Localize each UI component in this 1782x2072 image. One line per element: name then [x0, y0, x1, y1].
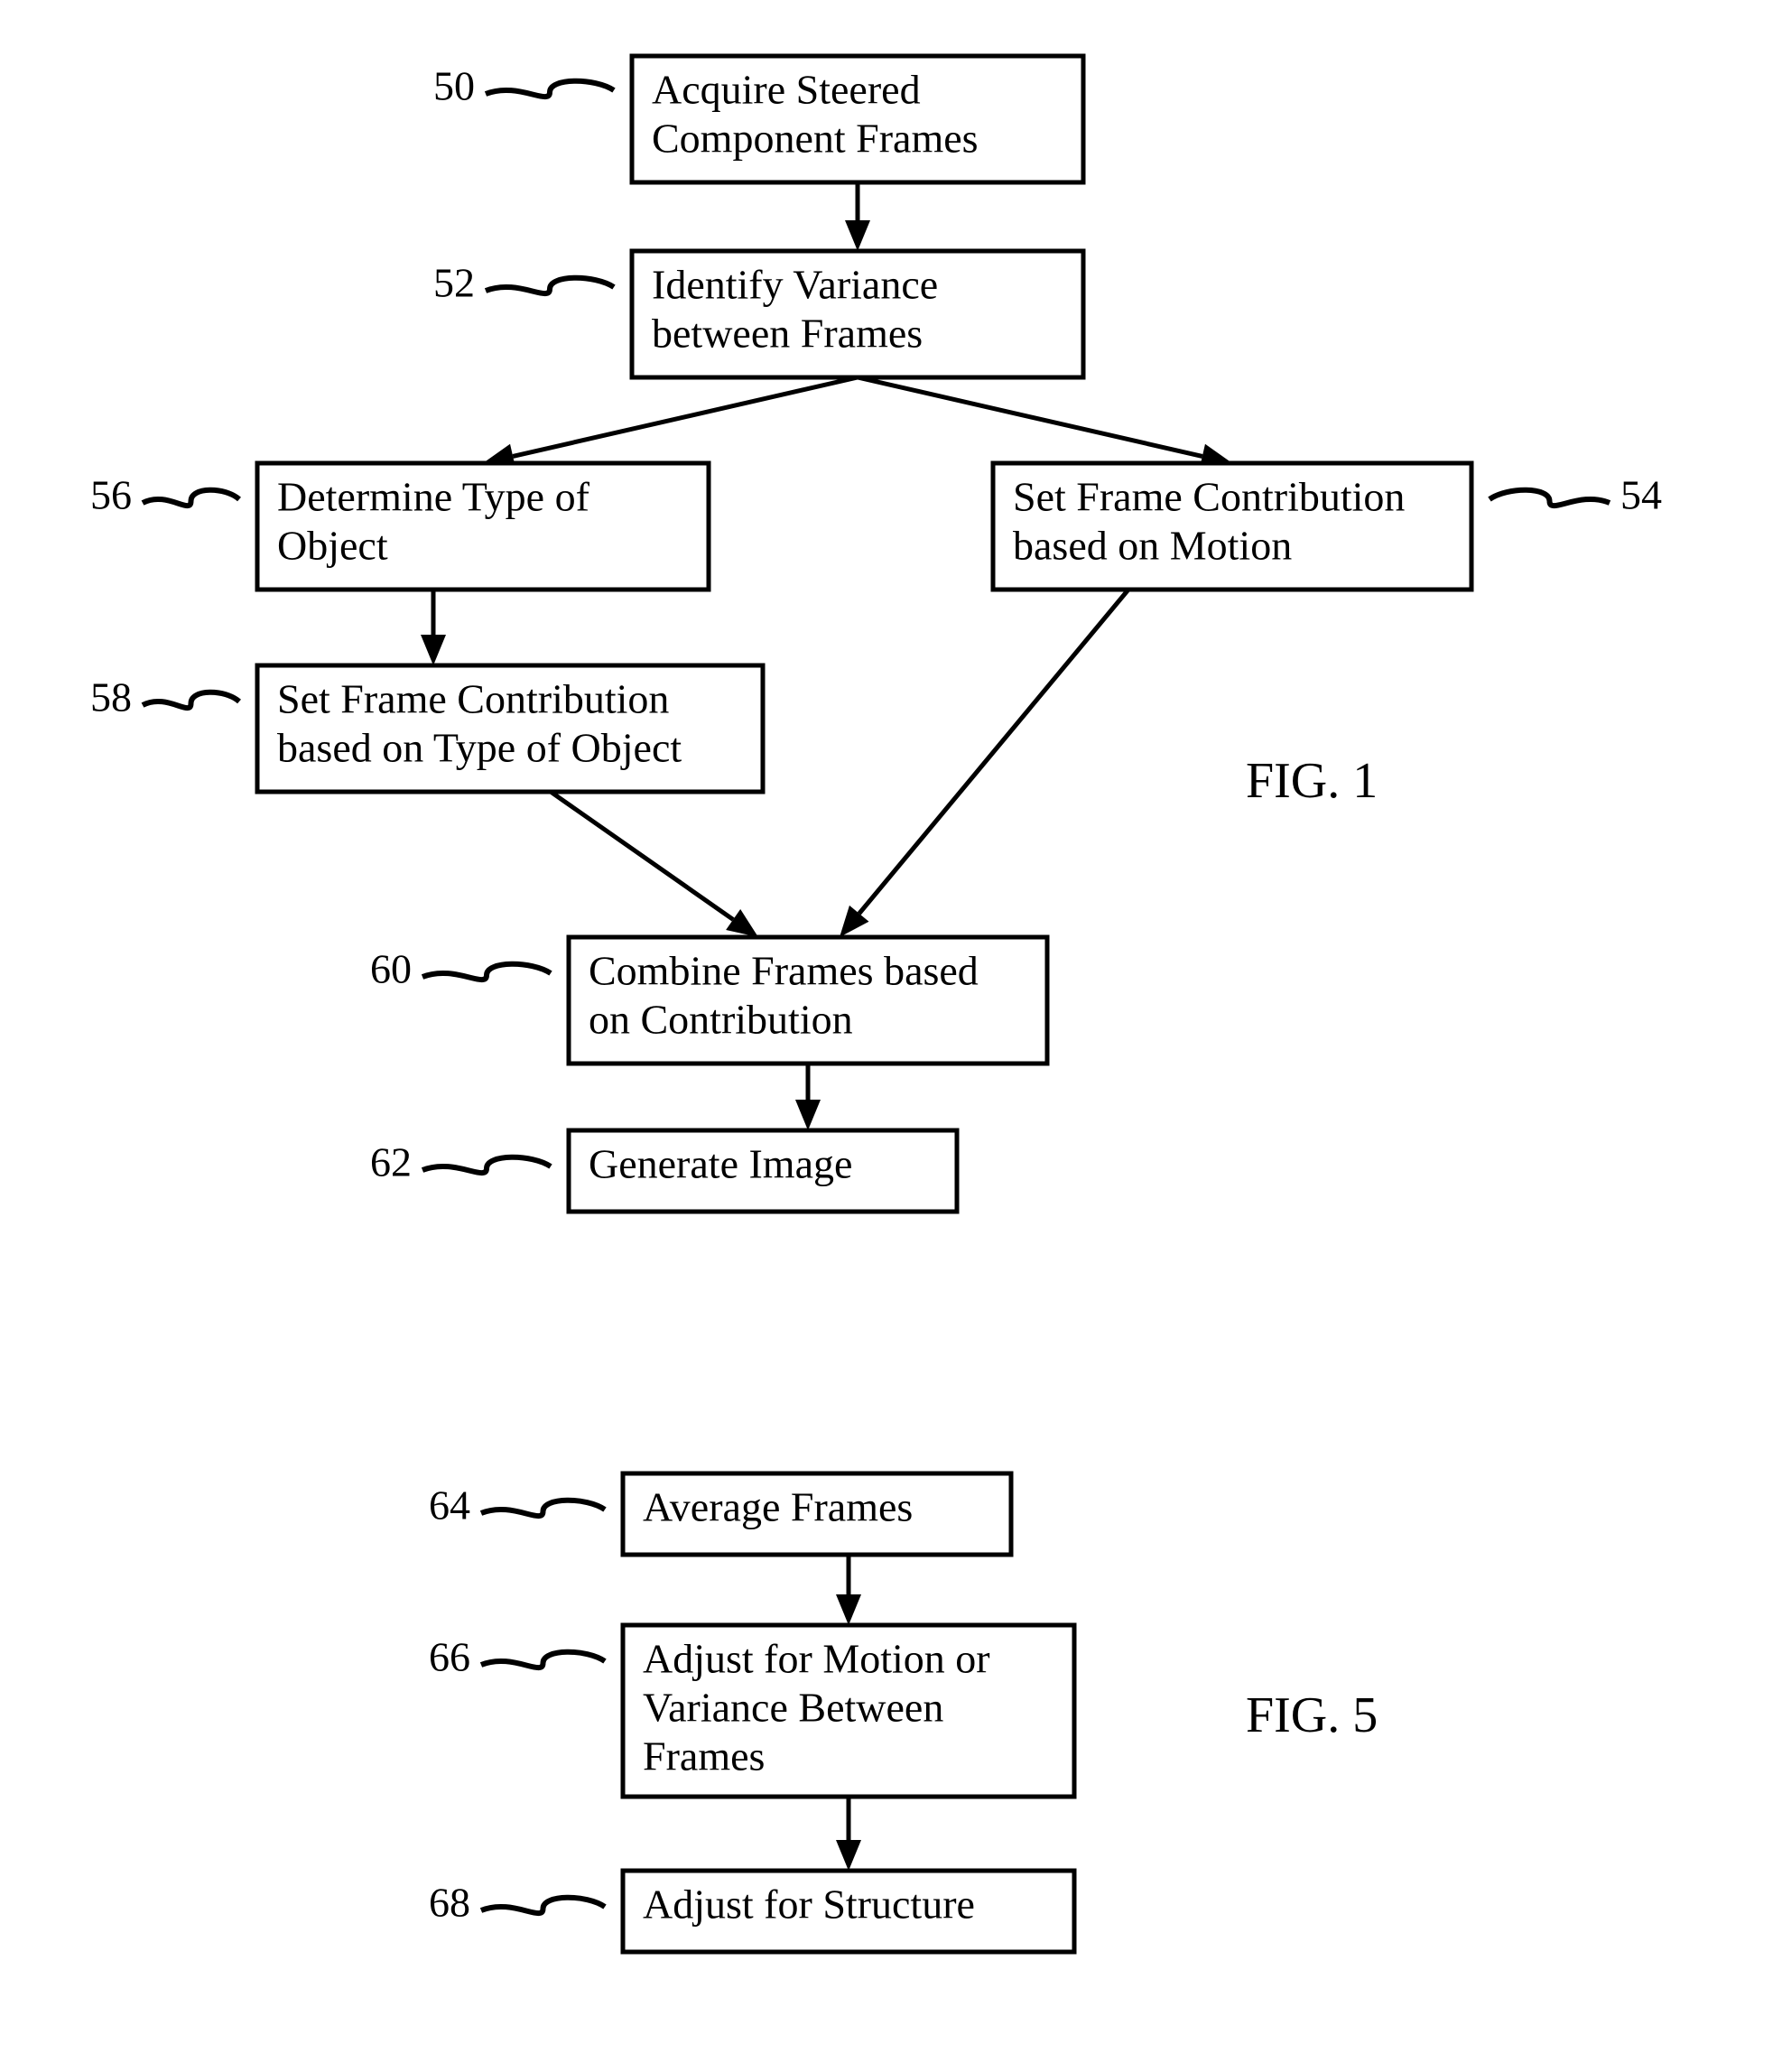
flow-node-text: Determine Type of — [277, 474, 590, 520]
flow-node-n68: Adjust for Structure — [623, 1871, 1074, 1952]
flow-node-text: Adjust for Structure — [643, 1882, 975, 1928]
flow-node-n56: Determine Type ofObject — [257, 463, 709, 590]
flow-node-text: between Frames — [652, 311, 923, 357]
flow-node-text: Variance Between — [643, 1685, 943, 1731]
flow-node-text: Adjust for Motion or — [643, 1636, 990, 1682]
flow-node-text: Component Frames — [652, 116, 979, 162]
flow-node-text: based on Type of Object — [277, 725, 682, 771]
ref-label-l58: 58 — [90, 674, 239, 720]
connector-c3 — [421, 590, 446, 665]
flow-node-n66: Adjust for Motion orVariance BetweenFram… — [623, 1625, 1074, 1797]
ref-label-text: 50 — [433, 63, 475, 109]
ref-label-l54: 54 — [1490, 472, 1662, 518]
flow-node-n62: Generate Image — [569, 1130, 957, 1212]
connector-c4 — [551, 792, 758, 937]
ref-label-l52: 52 — [433, 260, 614, 306]
flow-node-n54: Set Frame Contributionbased on Motion — [993, 463, 1471, 590]
ref-label-text: 54 — [1620, 472, 1662, 518]
ref-label-text: 58 — [90, 674, 132, 720]
ref-label-l68: 68 — [429, 1880, 605, 1926]
flow-node-n50: Acquire SteeredComponent Frames — [632, 56, 1083, 182]
flow-node-text: Generate Image — [589, 1141, 852, 1187]
ref-label-l62: 62 — [370, 1139, 551, 1185]
diagram-canvas: Acquire SteeredComponent Frames Identify … — [0, 0, 1782, 2072]
ref-label-text: 68 — [429, 1880, 470, 1926]
connector-c6 — [795, 1064, 821, 1130]
connector-c7 — [836, 1555, 861, 1625]
flow-node-n64: Average Frames — [623, 1473, 1011, 1555]
connector-c5 — [840, 590, 1128, 937]
connector-c2a — [483, 377, 858, 469]
flow-node-text: Object — [277, 523, 388, 569]
flow-node-text: Identify Variance — [652, 262, 938, 308]
ref-label-text: 62 — [370, 1139, 412, 1185]
flow-node-text: Acquire Steered — [652, 67, 921, 113]
flow-node-text: Average Frames — [643, 1484, 913, 1530]
flow-node-text: Combine Frames based — [589, 948, 979, 994]
flow-node-text: Frames — [643, 1733, 765, 1779]
ref-label-l50: 50 — [433, 63, 614, 109]
flow-node-text: on Contribution — [589, 997, 853, 1043]
ref-label-text: 64 — [429, 1482, 470, 1528]
ref-label-l56: 56 — [90, 472, 239, 518]
connector-c8 — [836, 1797, 861, 1871]
ref-label-text: 56 — [90, 472, 132, 518]
connector-c1 — [845, 182, 870, 251]
flow-node-text: based on Motion — [1013, 523, 1292, 569]
ref-label-text: 60 — [370, 946, 412, 992]
figure-label: FIG. 5 — [1246, 1687, 1378, 1743]
flow-node-text: Set Frame Contribution — [1013, 474, 1405, 520]
connector-c2b — [858, 377, 1232, 469]
ref-label-l60: 60 — [370, 946, 551, 992]
ref-label-l66: 66 — [429, 1634, 605, 1680]
ref-label-text: 66 — [429, 1634, 470, 1680]
flow-node-text: Set Frame Contribution — [277, 676, 669, 722]
ref-label-l64: 64 — [429, 1482, 605, 1528]
ref-label-text: 52 — [433, 260, 475, 306]
flow-node-n60: Combine Frames basedon Contribution — [569, 937, 1047, 1064]
flow-node-n58: Set Frame Contributionbased on Type of O… — [257, 665, 763, 792]
flow-node-n52: Identify Variancebetween Frames — [632, 251, 1083, 377]
figure-label: FIG. 1 — [1246, 753, 1378, 809]
